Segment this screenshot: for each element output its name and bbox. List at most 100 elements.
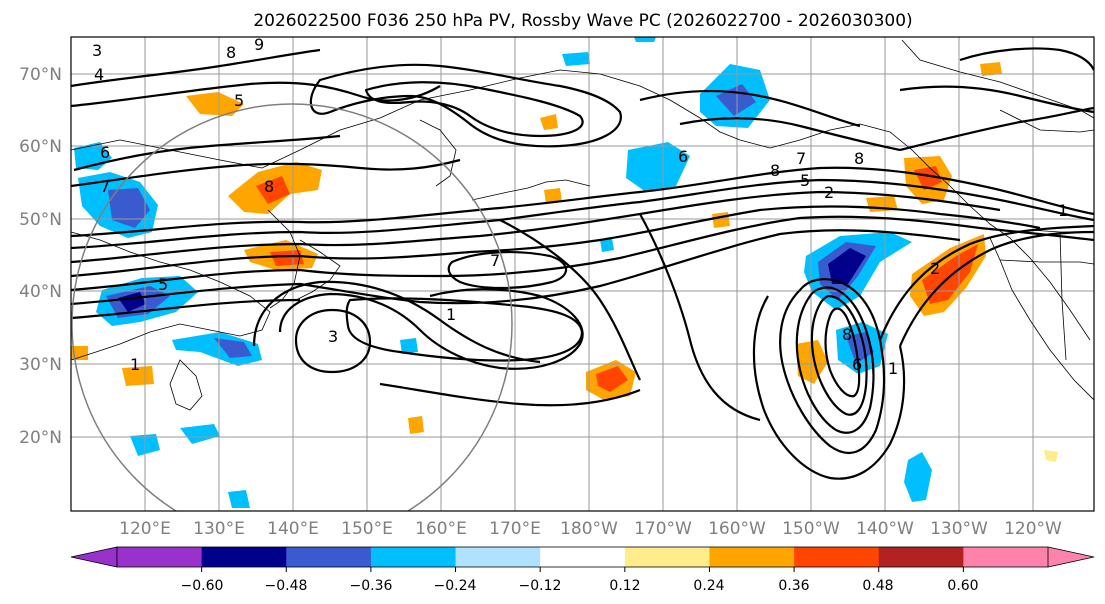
lon-label: 140°W: [856, 519, 914, 539]
lat-label: 30°N: [19, 355, 62, 375]
colorbar-tick-label: 0.48: [862, 578, 893, 594]
colorbar-tick-label: 0.36: [778, 578, 809, 594]
lat-label: 70°N: [19, 65, 62, 85]
positive-anomaly-region: [256, 176, 290, 204]
colorbar-tick-label: −0.24: [434, 578, 477, 594]
positive-anomaly-region: [796, 340, 828, 384]
positive-anomaly-region: [980, 62, 1002, 76]
graticule: [71, 37, 1094, 511]
colorbar-ticks: [201, 567, 964, 572]
colorbar-segment: [117, 547, 203, 567]
negative-anomaly-region: [228, 490, 250, 508]
lon-label: 150°E: [341, 519, 393, 539]
lon-label: 120°E: [119, 519, 171, 539]
contour-label: 6: [678, 147, 688, 166]
pv-anomaly-shading: [71, 37, 1058, 508]
positive-anomaly-region: [712, 212, 730, 228]
contour-label: 2: [824, 183, 834, 202]
colorbar: −0.60 −0.48 −0.36 −0.24 −0.12 0.12 0.24 …: [70, 546, 1095, 594]
colorbar-segment: [709, 547, 795, 567]
lon-label: 170°E: [489, 519, 541, 539]
contour-label: 8: [770, 161, 780, 180]
contour-label: 4: [94, 65, 104, 84]
latitude-labels: 70°N 60°N 50°N 40°N 30°N 20°N: [19, 65, 62, 448]
contour-label: 5: [234, 91, 244, 110]
contour-label: 8: [842, 325, 852, 344]
lon-label: 130°E: [193, 519, 245, 539]
contour-label: 8: [264, 177, 274, 196]
positive-anomaly-region: [270, 250, 304, 266]
positive-anomaly-region: [71, 346, 88, 360]
lon-label: 160°W: [708, 519, 766, 539]
negative-anomaly-region: [626, 142, 690, 192]
figure-title: 2026022500 F036 250 hPa PV, Rossby Wave …: [253, 11, 912, 31]
contour-label: 3: [92, 41, 102, 60]
colorbar-tick-label: −0.12: [519, 578, 562, 594]
colorbar-extend-min: [70, 546, 118, 568]
lon-label: 170°W: [634, 519, 692, 539]
colorbar-segments: [117, 547, 1049, 567]
contour-labels: 3 8 9 4 5 6 7 8 1 7 6 8 7 8 5 2 1 1 3 8 …: [92, 35, 1068, 378]
region-circle: [71, 103, 513, 511]
colorbar-segment: [540, 547, 626, 567]
colorbar-segment: [455, 547, 541, 567]
positive-anomaly-region: [540, 114, 558, 130]
contour-label: 6: [852, 355, 862, 374]
map-frame: [70, 36, 1095, 512]
negative-anomaly-region: [108, 188, 150, 228]
negative-anomaly-region: [904, 452, 932, 502]
contour-label: 8: [854, 149, 864, 168]
contour-label: 1: [888, 359, 898, 378]
negative-anomaly-region: [634, 37, 656, 42]
lon-label: 160°E: [415, 519, 467, 539]
contour-label: 6: [100, 143, 110, 162]
contour-label: 1: [446, 305, 456, 324]
pv-contours: [71, 47, 1094, 480]
negative-anomaly-region: [172, 332, 262, 366]
lon-label: 130°W: [930, 519, 988, 539]
colorbar-segment: [963, 547, 1049, 567]
lon-label: 120°W: [1004, 519, 1062, 539]
negative-anomaly-region: [562, 52, 590, 66]
colorbar-segment: [624, 547, 710, 567]
lon-label: 180°W: [560, 519, 618, 539]
colorbar-segment: [878, 547, 964, 567]
contour-label: 8: [226, 43, 236, 62]
negative-anomaly-region: [214, 338, 252, 358]
contour-label: 1: [1058, 201, 1068, 220]
contour-label: 1: [130, 355, 140, 374]
positive-anomaly-region: [186, 92, 244, 116]
contour-label: 7: [796, 149, 806, 168]
negative-anomaly-region: [600, 238, 614, 252]
negative-anomaly-region: [180, 424, 220, 444]
colorbar-tick-label: −0.36: [350, 578, 393, 594]
positive-anomaly-region: [122, 366, 154, 386]
colorbar-tick-label: 0.12: [609, 578, 640, 594]
negative-anomaly-region: [828, 248, 866, 284]
positive-anomaly-region: [596, 366, 628, 392]
colorbar-frame: [116, 546, 1049, 568]
lon-label: 150°W: [782, 519, 840, 539]
positive-anomaly-region: [544, 188, 562, 204]
colorbar-segment: [286, 547, 372, 567]
lat-label: 60°N: [19, 137, 62, 157]
contour-label: 3: [328, 327, 338, 346]
contour-label: 5: [158, 275, 168, 294]
colorbar-segment: [370, 547, 457, 567]
colorbar-tick-label: 0.24: [693, 578, 724, 594]
positive-anomaly-region: [1044, 450, 1058, 462]
colorbar-tick-label: 0.60: [947, 578, 978, 594]
colorbar-segment: [794, 547, 880, 567]
negative-anomaly-region: [846, 332, 874, 364]
positive-anomaly-region: [408, 416, 424, 434]
lon-label: 140°E: [267, 519, 319, 539]
colorbar-tick-label: −0.60: [181, 578, 224, 594]
contour-label: 7: [490, 251, 500, 270]
lat-label: 50°N: [19, 210, 62, 230]
contour-label: 5: [800, 171, 810, 190]
contour-label: 2: [930, 259, 940, 278]
contour-label: 9: [254, 35, 264, 54]
lat-label: 40°N: [19, 282, 62, 302]
longitude-labels: 120°E 130°E 140°E 150°E 160°E 170°E 180°…: [119, 519, 1062, 539]
